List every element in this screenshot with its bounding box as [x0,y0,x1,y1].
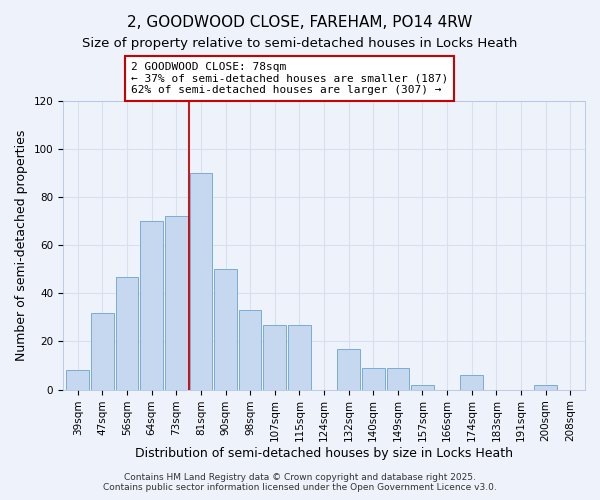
Text: Size of property relative to semi-detached houses in Locks Heath: Size of property relative to semi-detach… [82,38,518,51]
Text: 2 GOODWOOD CLOSE: 78sqm
← 37% of semi-detached houses are smaller (187)
62% of s: 2 GOODWOOD CLOSE: 78sqm ← 37% of semi-de… [131,62,448,95]
Bar [91,312,114,390]
Bar [411,385,434,390]
Bar [362,368,385,390]
Bar [67,370,89,390]
Bar [288,324,311,390]
Bar [190,173,212,390]
Text: Contains HM Land Registry data © Crown copyright and database right 2025.
Contai: Contains HM Land Registry data © Crown c… [103,473,497,492]
Bar [116,276,139,390]
Bar [534,385,557,390]
X-axis label: Distribution of semi-detached houses by size in Locks Heath: Distribution of semi-detached houses by … [135,447,513,460]
Bar [337,348,360,390]
Text: 2, GOODWOOD CLOSE, FAREHAM, PO14 4RW: 2, GOODWOOD CLOSE, FAREHAM, PO14 4RW [127,15,473,30]
Y-axis label: Number of semi-detached properties: Number of semi-detached properties [15,130,28,361]
Bar [386,368,409,390]
Bar [140,221,163,390]
Bar [214,270,237,390]
Bar [263,324,286,390]
Bar [165,216,188,390]
Bar [460,375,483,390]
Bar [239,310,262,390]
